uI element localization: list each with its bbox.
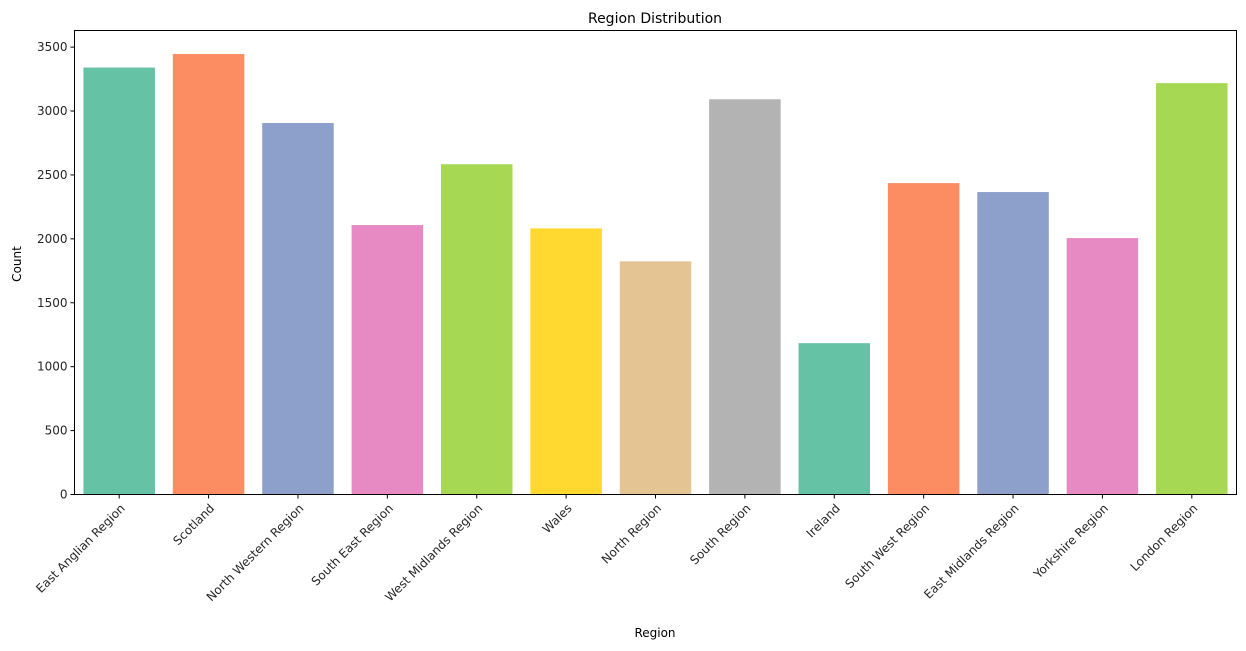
y-tick-label: 500 [45,424,68,438]
bar-north-western-region [262,123,334,495]
bar-south-east-region [351,225,424,495]
bar-south-west-region [887,183,960,495]
x-tick-label: South West Region [842,501,932,591]
x-tick-label: North Region [599,501,664,566]
bar-east-anglian-region [83,67,155,495]
y-tick-label: 2000 [37,232,68,246]
bars-group [83,54,1228,495]
x-tick-label: Scotland [170,501,217,548]
y-tick-label: 3500 [37,40,68,54]
bar-south-region [709,99,781,495]
x-tick-label: East Anglian Region [33,501,128,596]
y-tick-label: 0 [60,488,68,502]
x-tick-label: South Region [687,501,753,567]
y-axis-label: Count [10,246,24,282]
y-tick-label: 2500 [37,168,68,182]
bar-ireland [798,343,871,495]
bar-london-region [1156,83,1228,495]
x-tick-label: North Western Region [204,501,307,604]
bar-north-region [619,261,692,495]
x-tick-label: South East Region [309,501,396,588]
y-tick-label: 3000 [37,104,68,118]
x-tick-label: West Midlands Region [382,501,485,604]
chart-title: Region Distribution [588,11,722,27]
x-tick-label: Ireland [804,501,843,540]
y-tick-label: 1000 [37,360,68,374]
bar-west-midlands-region [440,164,513,495]
x-tick-label: East Midlands Region [921,501,1021,601]
bar-yorkshire-region [1066,238,1139,495]
x-axis-label: Region [634,626,675,640]
y-tick-label: 1500 [37,296,68,310]
x-tick-label: Yorkshire Region [1030,501,1111,582]
plot-frame [74,30,1237,495]
y-ticks-group: 0 500 1000 1500 2000 2500 3000 3500 [37,40,75,502]
bar-scotland [172,54,245,495]
bar-east-midlands-region [977,192,1049,495]
bar-wales [530,228,602,495]
x-tick-label: London Region [1128,501,1201,574]
x-tick-label: Wales [540,501,575,536]
